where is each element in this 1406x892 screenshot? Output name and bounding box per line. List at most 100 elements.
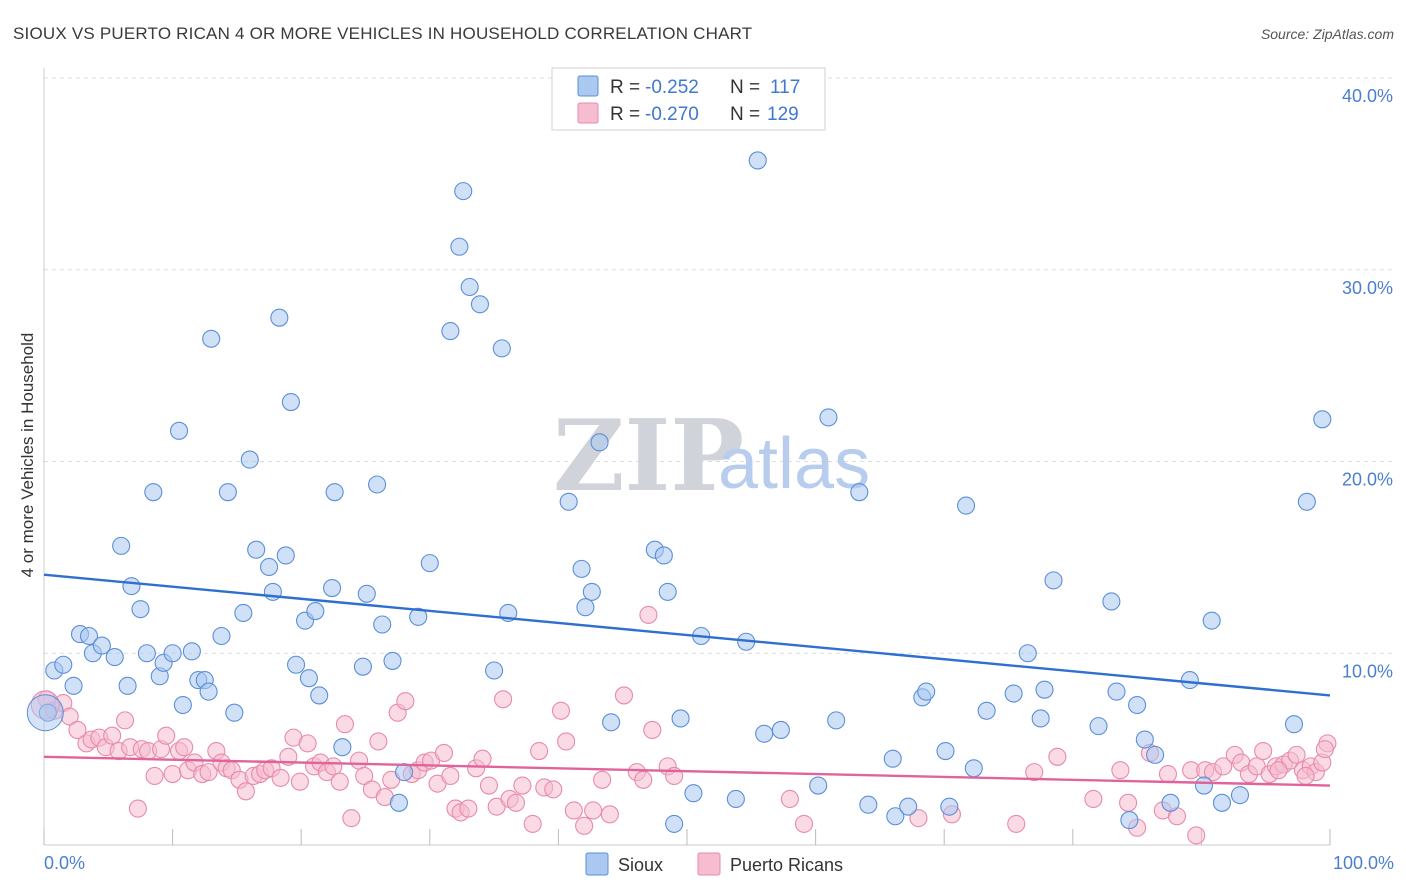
puerto-ricans-point xyxy=(157,726,176,745)
sioux-point xyxy=(218,483,237,502)
sioux-point xyxy=(131,600,150,619)
puerto-ricans-point xyxy=(494,690,513,709)
puerto-ricans-point xyxy=(780,789,799,809)
sioux-point xyxy=(957,496,976,515)
sioux-point xyxy=(325,483,344,502)
legend-n-label-sioux: N = xyxy=(730,77,760,98)
bottom-legend-swatch-puerto-ricans xyxy=(697,852,721,876)
sioux-point xyxy=(1035,680,1054,699)
puerto-ricans-point xyxy=(163,765,182,784)
puerto-ricans-trend-line xyxy=(43,755,1331,787)
legend-n-label-puerto-ricans: N = xyxy=(730,104,760,125)
trend-lines xyxy=(43,573,1331,787)
puerto-ricans-point xyxy=(551,701,571,720)
puerto-ricans-point xyxy=(506,793,526,812)
sioux-point xyxy=(92,636,111,655)
legend-n-value-sioux: 117 xyxy=(770,77,800,98)
puerto-ricans-point xyxy=(396,692,415,711)
puerto-ricans-point xyxy=(1254,741,1273,761)
sioux-point xyxy=(1313,410,1332,429)
sioux-point xyxy=(169,421,189,440)
sioux-point xyxy=(460,277,479,297)
sioux-point xyxy=(1180,671,1199,690)
sioux-point xyxy=(373,615,392,634)
sioux-point xyxy=(357,584,376,603)
sioux-point xyxy=(1120,811,1139,830)
sioux-point xyxy=(726,789,745,809)
legend-swatch-sioux xyxy=(577,75,599,97)
puerto-ricans-point xyxy=(1111,761,1130,780)
sioux-point xyxy=(602,713,621,732)
puerto-ricans-point xyxy=(441,766,460,786)
x-tick-label-max: 100.0% xyxy=(1333,853,1394,873)
puerto-ricans-point xyxy=(544,780,563,799)
sioux-point xyxy=(859,795,878,814)
sioux-point xyxy=(819,408,838,427)
sioux-point xyxy=(1146,745,1165,764)
puerto-ricans-point xyxy=(1119,793,1138,812)
sioux-point xyxy=(1135,730,1154,749)
sioux-point xyxy=(281,393,300,412)
legend-r-label-sioux: R = xyxy=(610,77,640,98)
sioux-point xyxy=(202,329,221,348)
sioux-point xyxy=(395,763,414,782)
sioux-point xyxy=(105,648,124,667)
puerto-ricans-point xyxy=(1187,826,1206,845)
legend-r-label-puerto-ricans: R = xyxy=(610,104,640,125)
sioux-point xyxy=(1089,717,1108,736)
sioux-point xyxy=(259,557,279,577)
puerto-ricans-point xyxy=(1315,740,1334,759)
bottom-legend-label-sioux: Sioux xyxy=(618,855,663,875)
sioux-point xyxy=(333,738,352,757)
watermark-atlas: atlas xyxy=(718,424,870,504)
y-tick-label: 30.0% xyxy=(1342,278,1393,298)
sioux-point xyxy=(850,483,869,502)
sioux-point xyxy=(353,657,372,676)
puerto-ricans-point xyxy=(639,605,658,624)
sioux-point xyxy=(771,720,790,740)
puerto-ricans-point xyxy=(128,799,147,818)
puerto-ricans-point xyxy=(68,720,87,740)
sioux-point xyxy=(576,598,595,617)
sioux-point xyxy=(276,546,295,565)
puerto-ricans-point xyxy=(794,814,814,833)
sioux-point xyxy=(389,793,408,812)
legend-box: R = -0.252 N = 117 R = -0.270 N = 129 xyxy=(551,67,826,131)
sioux-point xyxy=(1194,776,1214,795)
sioux-point xyxy=(940,797,959,816)
sioux-point xyxy=(590,433,609,452)
puerto-ricans-point xyxy=(459,799,478,818)
puerto-ricans-point xyxy=(643,720,662,740)
puerto-ricans-point xyxy=(199,763,218,782)
sioux-point-large xyxy=(26,694,64,732)
sioux-point xyxy=(1031,709,1050,728)
sioux-point xyxy=(1284,715,1304,734)
sioux-point xyxy=(936,741,955,761)
sioux-point xyxy=(310,686,329,705)
sioux-point xyxy=(1230,786,1250,805)
puerto-ricans-point xyxy=(145,766,164,786)
sioux-point xyxy=(299,669,318,688)
puerto-ricans-point xyxy=(614,686,634,705)
sioux-point xyxy=(1102,592,1121,611)
puerto-ricans-point xyxy=(557,732,576,751)
sioux-point xyxy=(748,151,767,170)
sioux-point xyxy=(899,797,918,816)
sioux-point xyxy=(137,644,156,663)
sioux-point xyxy=(182,642,201,661)
sioux-point xyxy=(1128,695,1147,715)
sioux-point xyxy=(665,814,684,833)
sioux-point xyxy=(441,322,460,341)
sioux-point xyxy=(270,308,289,327)
puerto-ricans-point xyxy=(324,757,343,776)
sioux-point xyxy=(572,559,591,578)
sioux-point xyxy=(287,655,306,674)
legend-n-value-puerto-ricans: 129 xyxy=(767,104,799,125)
sioux-point xyxy=(654,546,673,565)
sioux-point xyxy=(977,701,996,720)
y-tick-label: 40.0% xyxy=(1342,86,1393,106)
sioux-point xyxy=(118,676,137,695)
sioux-point xyxy=(964,759,983,778)
y-tick-label: 20.0% xyxy=(1342,470,1393,490)
puerto-ricans-point xyxy=(564,801,583,820)
